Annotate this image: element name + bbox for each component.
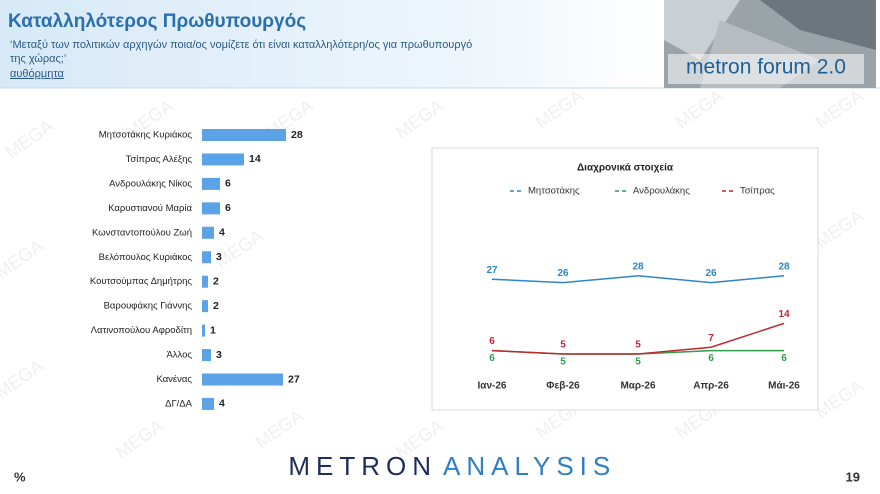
x-tick-label: Φεβ-26 (546, 381, 580, 392)
point-label: 14 (778, 309, 790, 320)
unit: % (14, 469, 26, 484)
value-label: 2 (213, 275, 219, 287)
line-chart-title: Διαχρονικά στοιχεία (577, 163, 674, 174)
legend-label: Ανδρουλάκης (633, 186, 690, 197)
banner-shape (760, 0, 876, 50)
category-label: Κωνσταντοπούλου Ζωή (92, 227, 192, 238)
value-label: 3 (216, 349, 222, 361)
value-label: 6 (225, 202, 231, 214)
value-label: 1 (210, 324, 216, 336)
category-label: Άλλος (166, 350, 192, 361)
series-line (491, 322, 785, 355)
banner-plate (668, 54, 864, 84)
value-label: 14 (249, 153, 261, 165)
point-label: 28 (632, 261, 644, 272)
bar (202, 153, 244, 166)
point-label: 7 (708, 333, 714, 344)
value-label: 6 (225, 178, 231, 190)
value-label: 4 (219, 227, 225, 239)
logo: ANALYSIS (443, 451, 616, 481)
banner-text: metron forum 2.0 (686, 56, 846, 79)
legend-label: Μητσοτάκης (528, 186, 580, 197)
header-band (0, 0, 664, 88)
point-label: 5 (635, 357, 641, 368)
bar (202, 324, 205, 337)
point-label: 6 (781, 353, 787, 364)
point-label: 5 (560, 340, 566, 351)
category-label: Βαρουφάκης Γιάννης (104, 301, 193, 312)
point-label: 5 (635, 340, 641, 351)
bar (202, 202, 220, 215)
value-label: 4 (219, 398, 225, 410)
bar (202, 397, 214, 410)
point-label: 6 (708, 353, 714, 364)
x-tick-label: Απρ-26 (693, 381, 729, 392)
subtitle: ‘Μεταξύ των πολιτικών αρχηγών ποια/ος νο… (10, 39, 472, 51)
bar (202, 177, 220, 190)
point-label: 6 (489, 336, 495, 347)
banner: metron forum 2.0 (664, 0, 876, 88)
category-label: ΔΓ/ΔΑ (165, 398, 193, 409)
bar (202, 349, 211, 362)
page-number: 19 (846, 469, 860, 484)
point-label: 6 (489, 353, 495, 364)
banner-shape (664, 0, 740, 60)
category-label: Κουτσούμπας Δημήτρης (90, 276, 193, 287)
bar (202, 129, 286, 141)
value-label: 2 (213, 300, 219, 312)
category-label: Λατινοπούλου Αφροδίτη (91, 325, 192, 336)
x-tick-label: Ιαν-26 (478, 381, 507, 392)
subtitle: της χώρας;’ (10, 53, 66, 65)
point-label: 28 (778, 261, 790, 272)
bar (202, 251, 211, 264)
x-tick-label: Μάι-26 (768, 381, 800, 392)
point-label: 26 (557, 268, 569, 279)
point-label: 27 (486, 265, 498, 276)
point-label: 5 (560, 357, 566, 368)
bar (202, 300, 208, 313)
category-label: Τσίπρας Αλέξης (126, 154, 193, 165)
logo: METRON (288, 451, 437, 481)
category-label: Μητσοτάκης Κυριάκος (99, 130, 193, 141)
point-label: 26 (705, 268, 717, 279)
legend-label: Τσίπρας (740, 186, 775, 197)
bar (202, 373, 283, 386)
category-label: Καρυστιανού Μαρία (108, 203, 192, 214)
title: Καταλληλότερος Πρωθυπουργός (8, 11, 306, 32)
category-label: Κανένας (156, 374, 192, 385)
bar (202, 275, 208, 288)
x-tick-label: Μαρ-26 (620, 381, 656, 392)
value-label: 28 (291, 129, 303, 141)
note: αυθόρμητα (10, 68, 65, 80)
value-label: 27 (288, 373, 300, 385)
value-label: 3 (216, 251, 222, 263)
bar (202, 226, 214, 239)
series-line (491, 275, 785, 284)
category-label: Βελόπουλος Κυριάκος (99, 252, 193, 263)
category-label: Ανδρουλάκης Νίκος (109, 178, 192, 189)
